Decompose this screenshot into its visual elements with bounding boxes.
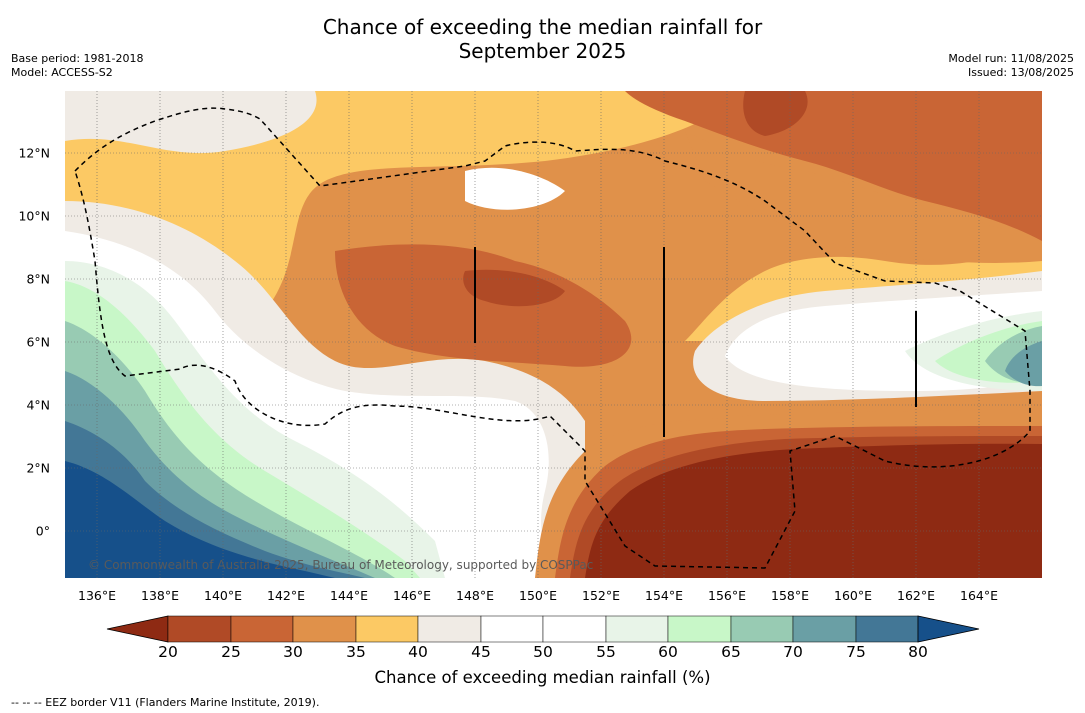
region-30-central <box>335 244 632 367</box>
eez-border <box>74 107 1031 569</box>
eez-footnote: -- -- -- EEZ border V11 (Flanders Marine… <box>11 696 320 709</box>
colorbar-label-25: 25 <box>221 643 241 661</box>
colorbar-segment-20-25 <box>167 615 232 643</box>
copyright-text: © Commonwealth of Australia 2025, Bureau… <box>88 558 594 572</box>
y-tick-12N: 12°N <box>18 145 50 161</box>
boundary-lines <box>474 247 917 437</box>
x-tick-162E: 162°E <box>896 588 936 603</box>
colorbar-label-50: 50 <box>533 643 553 661</box>
region-80-west <box>65 461 335 578</box>
x-tick-158E: 158°E <box>770 588 810 603</box>
issued-text: Issued: 13/08/2025 <box>967 66 1074 79</box>
map-svg <box>65 91 1042 578</box>
region-20-southeast <box>585 443 1042 578</box>
x-tick-152E: 152°E <box>581 588 621 603</box>
region-30-northeast <box>625 91 1042 241</box>
map-gridlines <box>65 91 1042 578</box>
colorbar-label-35: 35 <box>346 643 366 661</box>
colorbar-label-45: 45 <box>471 643 491 661</box>
colorbar-label-80: 80 <box>908 643 928 661</box>
model-run-text: Model run: 11/08/2025 <box>948 52 1074 65</box>
x-tick-140E: 140°E <box>203 588 243 603</box>
colorbar-segment-25-30 <box>230 615 294 643</box>
colorbar-segment-75-80 <box>855 615 919 643</box>
model-text: Model: ACCESS-S2 <box>11 66 113 79</box>
colorbar-segment-70-75 <box>792 615 857 643</box>
x-tick-156E: 156°E <box>707 588 747 603</box>
colorbar-segment-55-60 <box>605 615 669 643</box>
y-tick-4N: 4°N <box>26 397 50 413</box>
region-75-east <box>1005 341 1042 387</box>
map-title-line2: September 2025 <box>458 39 627 63</box>
y-tick-10N: 10°N <box>18 208 50 224</box>
colorbar-segment-50-55 <box>542 615 607 643</box>
region-35-northeast <box>685 131 1042 263</box>
region-25-northeast <box>743 91 808 136</box>
region-55-north <box>465 167 565 210</box>
colorbar-segment-40-45 <box>417 615 482 643</box>
colorbar-segment-65-70 <box>730 615 794 643</box>
map-title-line1: Chance of exceeding the median rainfall … <box>322 15 763 39</box>
colorbar-label-60: 60 <box>658 643 678 661</box>
meta-left: Base period: 1981-2018 Model: ACCESS-S2 <box>11 52 143 80</box>
colorbar-title: Chance of exceeding median rainfall (%) <box>374 668 711 687</box>
rainfall-map <box>65 91 1042 578</box>
x-tick-150E: 150°E <box>518 588 558 603</box>
colorbar-low-arrow <box>106 615 169 643</box>
colorbar-label-30: 30 <box>283 643 303 661</box>
colorbar-label-40: 40 <box>408 643 428 661</box>
colorbar-label-70: 70 <box>783 643 803 661</box>
meta-right: Model run: 11/08/2025 Issued: 13/08/2025 <box>948 52 1074 80</box>
colorbar-segment-35-40 <box>355 615 419 643</box>
colorbar-label-55: 55 <box>596 643 616 661</box>
y-tick-2N: 2°N <box>26 460 50 476</box>
x-tick-138E: 138°E <box>140 588 180 603</box>
colorbar-label-75: 75 <box>846 643 866 661</box>
y-tick-8N: 8°N <box>26 271 50 287</box>
colorbar-label-65: 65 <box>721 643 741 661</box>
colorbar-label-20: 20 <box>158 643 178 661</box>
x-tick-136E: 136°E <box>77 588 117 603</box>
x-tick-160E: 160°E <box>833 588 873 603</box>
x-tick-146E: 146°E <box>392 588 432 603</box>
colorbar-segment-30-35 <box>292 615 357 643</box>
base-period-text: Base period: 1981-2018 <box>11 52 144 65</box>
y-tick-0: 0° <box>35 523 50 539</box>
x-tick-154E: 154°E <box>644 588 684 603</box>
colorbar-high-arrow <box>917 615 980 643</box>
y-tick-6N: 6°N <box>26 334 50 350</box>
region-45-north <box>65 91 317 154</box>
x-tick-164E: 164°E <box>959 588 999 603</box>
colorbar <box>106 615 980 643</box>
x-tick-144E: 144°E <box>329 588 369 603</box>
colorbar-segment-60-65 <box>667 615 732 643</box>
x-tick-142E: 142°E <box>266 588 306 603</box>
colorbar-segment-45-50 <box>480 615 544 643</box>
x-tick-148E: 148°E <box>455 588 495 603</box>
